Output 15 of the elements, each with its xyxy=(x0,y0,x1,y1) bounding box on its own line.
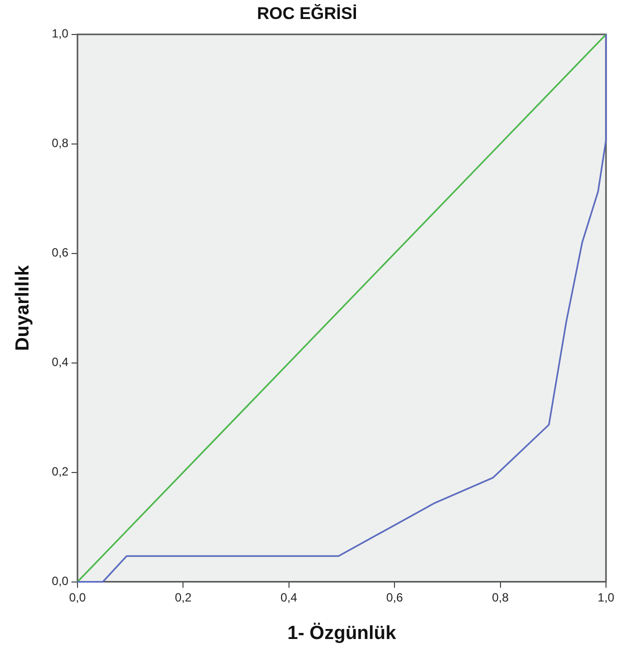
x-tick-label: 0,8 xyxy=(492,590,509,604)
x-tick-label: 0,6 xyxy=(386,590,404,604)
y-tick-label: 0,6 xyxy=(52,246,69,260)
x-tick-label: 0,2 xyxy=(174,590,192,604)
y-tick-label: 0,8 xyxy=(52,136,69,150)
y-tick-label: 0,2 xyxy=(52,464,69,479)
x-tick-label: 0,0 xyxy=(69,590,86,604)
y-tick-label: 1,0 xyxy=(52,26,69,41)
x-tick-label: 0,4 xyxy=(280,590,298,604)
x-axis-title: 1- Özgünlük xyxy=(287,622,397,644)
y-tick-label: 0,0 xyxy=(52,574,69,588)
y-tick-label: 0,4 xyxy=(52,355,69,370)
chart-title: ROC EĞRİSİ xyxy=(256,2,358,23)
x-tick-label: 1,0 xyxy=(598,590,615,604)
y-axis-title: Duyarlılık xyxy=(12,264,34,351)
